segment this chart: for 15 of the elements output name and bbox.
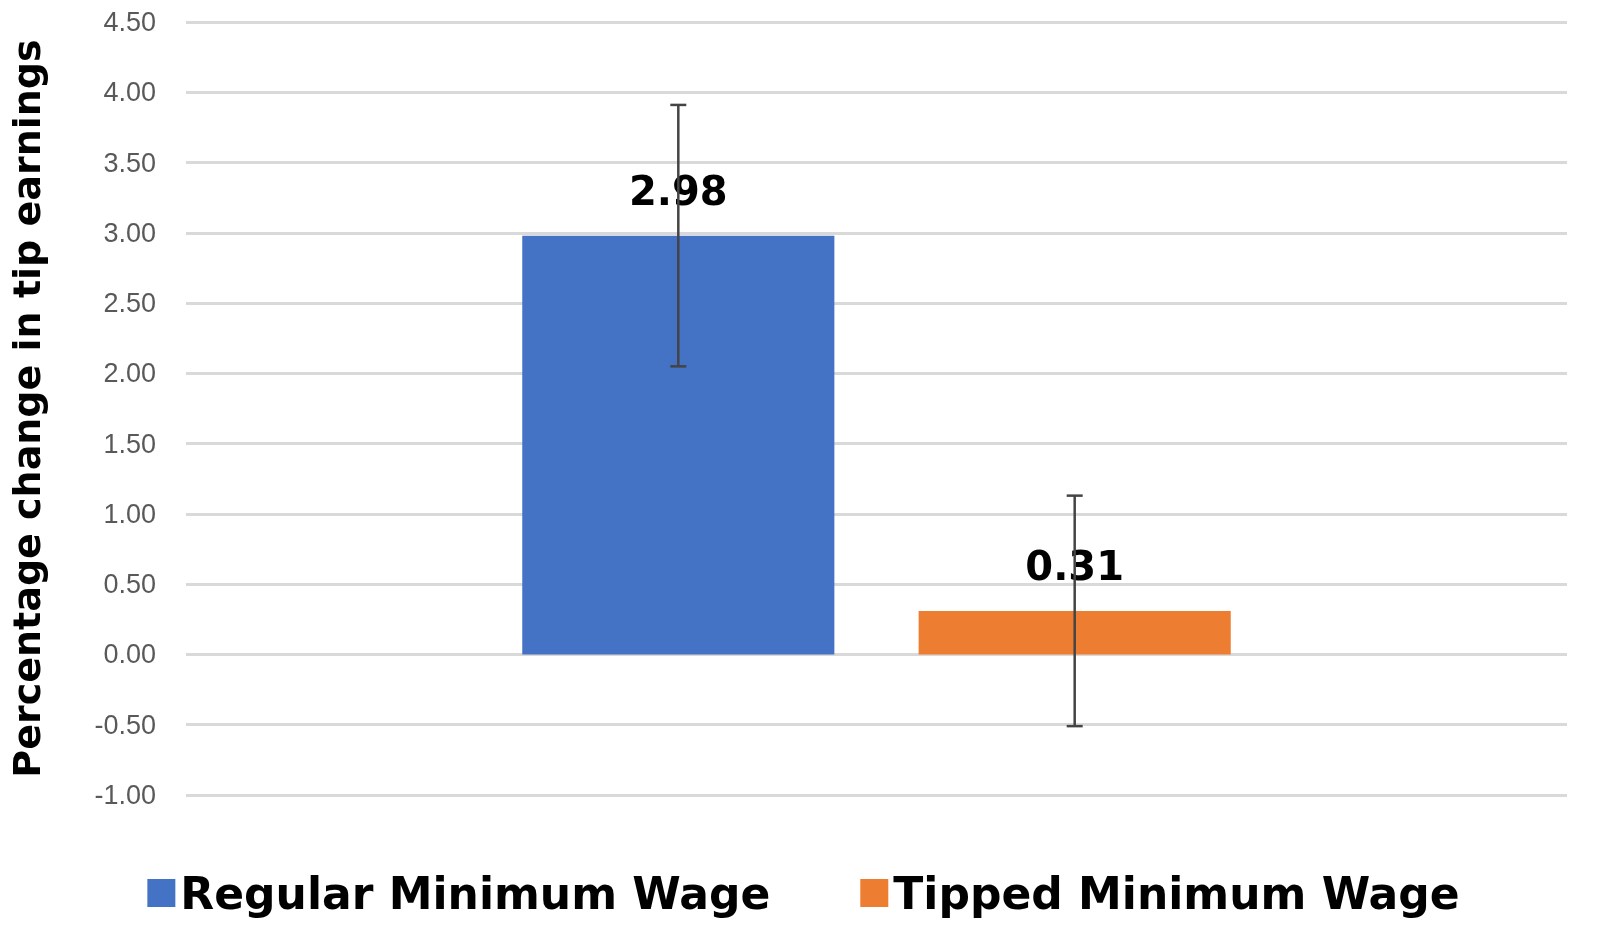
legend-label: Tipped Minimum Wage xyxy=(893,867,1460,919)
y-tick-label: 3.00 xyxy=(103,217,156,248)
y-axis-title: Percentage change in tip earnings xyxy=(5,39,49,778)
y-tick-label: 2.00 xyxy=(103,358,156,389)
y-tick-label: 4.50 xyxy=(103,7,156,37)
legend-label: Regular Minimum Wage xyxy=(180,867,771,919)
y-tick-label: 3.50 xyxy=(103,147,156,178)
y-tick-label: -1.00 xyxy=(94,780,156,810)
y-tick-label: 0.00 xyxy=(103,639,156,670)
y-tick-label: 4.00 xyxy=(103,77,156,108)
y-tick-label: -0.50 xyxy=(94,709,156,740)
y-tick-label: 0.50 xyxy=(103,569,156,600)
y-tick-label: 1.00 xyxy=(103,498,156,529)
y-tick-label: 1.50 xyxy=(103,428,156,459)
y-tick-label: 2.50 xyxy=(103,288,156,319)
